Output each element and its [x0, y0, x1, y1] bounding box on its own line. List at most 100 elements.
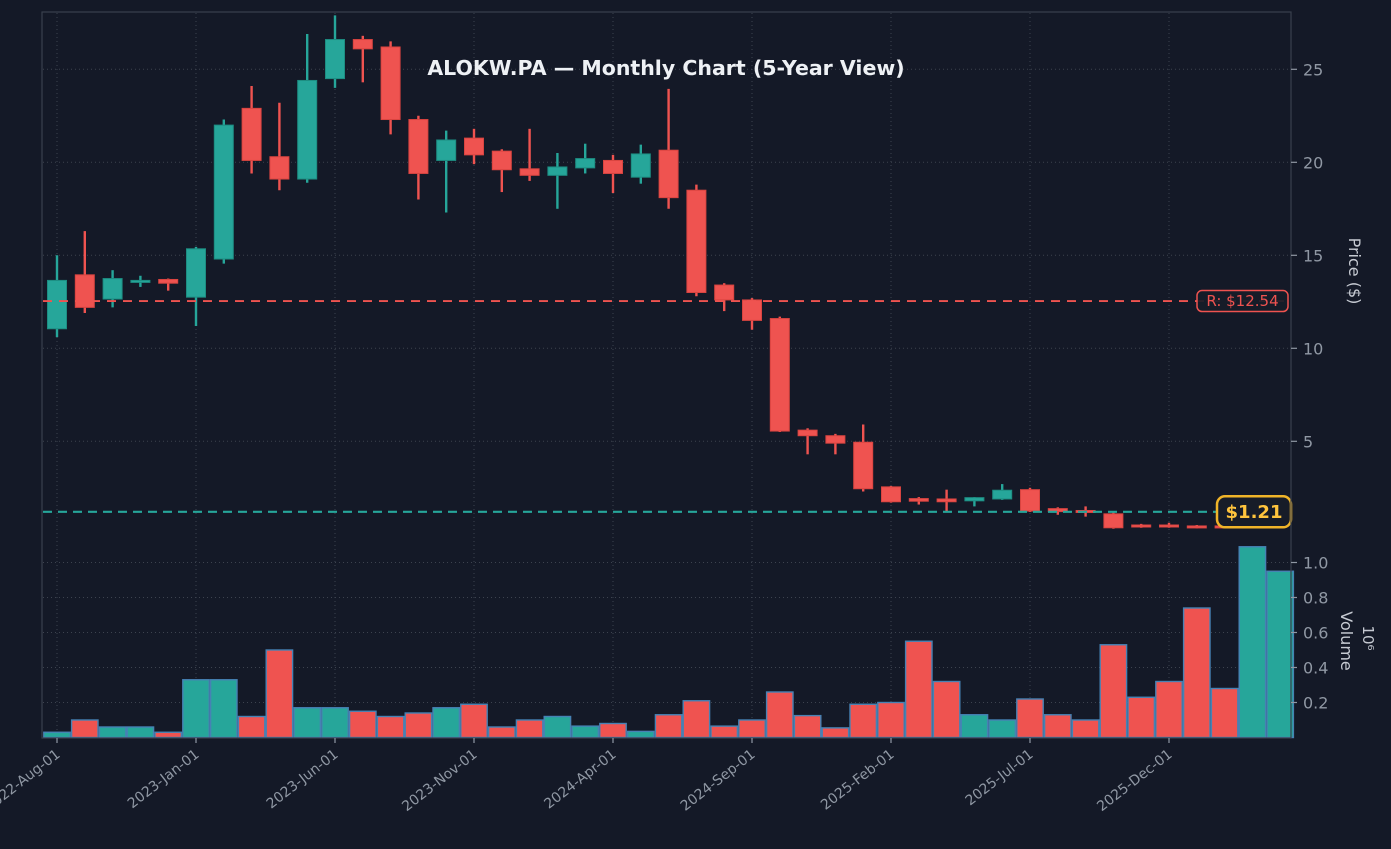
candle-body — [714, 284, 735, 301]
volume-bar — [154, 731, 183, 739]
volume-bar — [682, 700, 711, 739]
candle-body — [213, 124, 234, 260]
volume-bar — [487, 726, 516, 739]
volume-bar — [932, 680, 961, 739]
candle-body — [825, 435, 846, 444]
x-tick-label: 2025-Jul-01 — [963, 747, 1037, 810]
x-tick-label: 2025-Dec-01 — [1094, 747, 1175, 815]
price-tick-label: 10 — [1303, 339, 1323, 358]
candle-body — [352, 39, 373, 50]
candle-body — [1047, 508, 1068, 513]
volume-bar — [571, 725, 600, 739]
candle-body — [547, 166, 568, 176]
volume-axis-unit: 10⁶ — [1359, 625, 1377, 650]
volume-tick-label: 1.0 — [1303, 554, 1328, 573]
volume-bar — [1016, 698, 1044, 739]
candle-body — [936, 498, 957, 503]
candle-body — [102, 278, 123, 300]
candle-body — [686, 189, 707, 293]
candle-body — [297, 79, 318, 180]
volume-tick-label: 0.8 — [1303, 589, 1328, 608]
volume-bar — [98, 726, 127, 739]
x-tick-label: 2025-Feb-01 — [818, 747, 897, 814]
volume-bar — [988, 719, 1017, 739]
volume-bar — [1099, 644, 1128, 739]
candle-body — [491, 150, 512, 171]
volume-bar — [821, 727, 850, 739]
candle-body — [130, 279, 151, 283]
candle-body — [658, 149, 679, 199]
volume-tick-label: 0.4 — [1303, 659, 1328, 678]
price-tick-label: 20 — [1303, 153, 1323, 172]
volume-bar — [404, 712, 433, 739]
resistance-label: R: $12.54 — [1206, 292, 1278, 310]
volume-bar — [599, 722, 627, 739]
candle-body — [769, 318, 790, 432]
volume-bar — [1127, 696, 1156, 739]
volume-bar — [1210, 687, 1239, 739]
plot-border — [41, 11, 1292, 739]
x-tick-label: 2022-Aug-01 — [0, 747, 63, 815]
candle-body — [74, 274, 95, 308]
price-tick-label: 25 — [1303, 60, 1323, 79]
x-tick-label: 2023-Jun-01 — [264, 747, 342, 813]
volume-bar — [209, 679, 238, 739]
candle-body — [1103, 513, 1124, 529]
volume-bar — [738, 719, 766, 739]
volume-bar — [321, 707, 349, 739]
volume-bar — [654, 714, 683, 739]
candle-body — [1186, 525, 1207, 529]
candle-body — [241, 107, 262, 161]
candle-body — [1020, 489, 1040, 512]
x-tick-label: 2024-Apr-01 — [541, 747, 619, 813]
volume-bar — [543, 715, 572, 739]
volume-bar — [265, 649, 294, 739]
candle-body — [325, 39, 345, 80]
candle-body — [908, 498, 929, 502]
volume-bar — [348, 710, 377, 739]
current-price-label: $1.21 — [1226, 502, 1283, 523]
volume-bar — [70, 719, 99, 739]
volume-bar — [1155, 680, 1183, 739]
candle-body — [519, 168, 540, 176]
candle-body — [964, 497, 985, 502]
candle-body — [380, 46, 401, 121]
volume-bar — [515, 719, 544, 739]
volume-bar — [432, 707, 461, 739]
x-tick-label: 2024-Sep-01 — [678, 747, 759, 815]
volume-bar — [293, 707, 322, 739]
price-tick-label: 15 — [1303, 246, 1323, 265]
candle-body — [630, 153, 651, 178]
volume-bar — [877, 701, 905, 739]
candle-body — [603, 159, 623, 174]
x-tick-label: 2023-Jan-01 — [125, 747, 203, 813]
price-axis-label: Price ($) — [1345, 238, 1364, 305]
volume-tick-label: 0.2 — [1303, 694, 1328, 713]
candle-body — [742, 299, 762, 321]
candle-body — [158, 278, 179, 284]
resistance-label-box — [1196, 289, 1289, 313]
candle-body — [1159, 524, 1179, 528]
volume-bar — [237, 715, 266, 739]
page-title: ALOKW.PA — Monthly Chart (5-Year View) — [427, 56, 904, 80]
price-tick-label: 5 — [1303, 432, 1313, 451]
volume-bar — [1238, 546, 1267, 739]
candle-body — [853, 441, 874, 490]
volume-bar — [126, 726, 155, 739]
candle-body — [1131, 524, 1152, 528]
volume-tick-label: 0.6 — [1303, 624, 1328, 643]
candle-body — [881, 486, 901, 503]
x-tick-label: 2023-Nov-01 — [399, 747, 480, 815]
volume-bar — [626, 730, 655, 739]
candle-body — [797, 429, 818, 437]
volume-bar — [960, 714, 989, 739]
candle-body — [269, 156, 290, 180]
candle-body — [47, 279, 67, 330]
volume-bar — [1043, 714, 1072, 739]
volume-axis-label: Volume — [1337, 611, 1356, 671]
volume-bar — [1182, 607, 1211, 739]
volume-bar — [1266, 570, 1295, 739]
volume-bar — [904, 640, 933, 739]
